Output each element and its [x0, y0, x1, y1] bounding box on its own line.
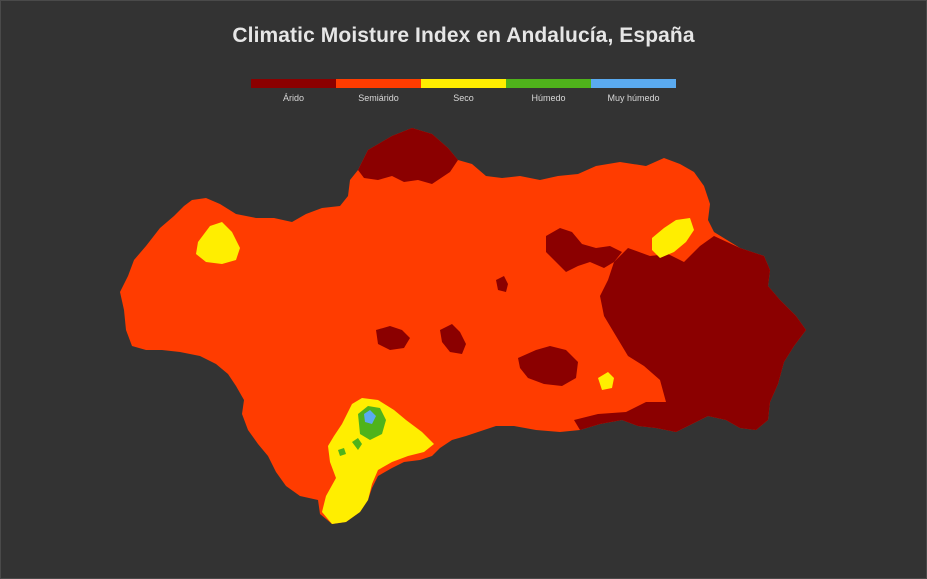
legend-item-seco: Seco [421, 79, 506, 103]
legend-item-semiarido: Semiárido [336, 79, 421, 103]
legend-swatch-arido [251, 79, 336, 88]
legend-swatch-muy-humedo [591, 79, 676, 88]
legend-swatch-seco [421, 79, 506, 88]
region-arido-central-3[interactable] [518, 346, 578, 386]
legend-label-arido: Árido [282, 93, 304, 103]
map-title: Climatic Moisture Index en Andalucía, Es… [232, 24, 695, 47]
legend-item-arido: Árido [251, 79, 336, 103]
region-seco-south[interactable] [322, 398, 434, 524]
region-muy-humedo[interactable] [364, 410, 376, 424]
region-seco-small[interactable] [598, 372, 614, 390]
region-arido-central-4[interactable] [496, 276, 508, 292]
legend-label-muy-humedo: Muy húmedo [607, 93, 660, 103]
legend-swatch-semiarido [336, 79, 421, 88]
region-humedo-small[interactable] [352, 438, 362, 450]
legend-item-muy-humedo: Muy húmedo [591, 79, 676, 103]
region-arido-central-1[interactable] [376, 326, 410, 350]
region-arido-central-2[interactable] [440, 324, 466, 354]
region-humedo-small-2[interactable] [338, 448, 346, 456]
legend-label-semiarido: Semiárido [358, 93, 399, 103]
region-arido-north[interactable] [358, 128, 458, 184]
region-seco-east[interactable] [652, 218, 694, 258]
region-seco-west[interactable] [196, 222, 240, 264]
legend-label-seco: Seco [453, 93, 474, 103]
region-arido-east[interactable] [574, 236, 806, 432]
legend-item-humedo: Húmedo [506, 79, 591, 103]
legend: Árido Semiárido Seco Húmedo Muy húmedo [251, 79, 676, 105]
legend-swatch-humedo [506, 79, 591, 88]
region-semiarido[interactable] [120, 128, 806, 524]
legend-label-humedo: Húmedo [531, 93, 566, 103]
region-arido-granada[interactable] [546, 228, 622, 272]
